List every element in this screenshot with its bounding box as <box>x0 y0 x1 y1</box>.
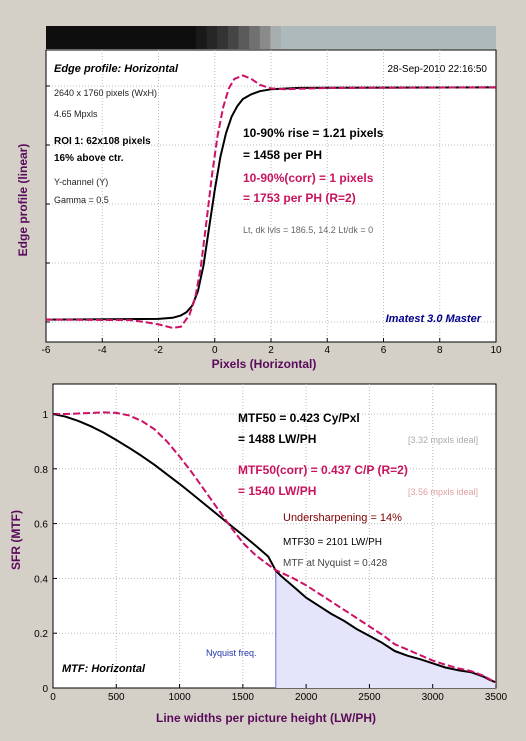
mtf-y-ticks: 0 0.2 0.4 0.6 0.8 1 <box>34 410 57 695</box>
mtf-x-ticks: 0 500 1000 1500 2000 2500 3000 3500 <box>50 684 508 703</box>
edge-title: Edge profile: Horizontal <box>54 63 179 75</box>
nyquist-label: Nyquist freq. <box>206 648 257 658</box>
edge-y-label: Edge profile (linear) <box>16 144 30 257</box>
strip-segment <box>259 26 271 49</box>
mtf-y-tick-label: 1 <box>42 410 48 421</box>
mtf50corr-line1: MTF50(corr) = 0.437 C/P (R=2) <box>238 463 408 477</box>
strip-segment <box>196 26 208 49</box>
edge-x-tick-label: 8 <box>437 345 443 356</box>
strip-segment <box>281 26 496 49</box>
strip-segment <box>249 26 261 49</box>
mtf-y-tick-label: 0.2 <box>34 629 48 640</box>
mtf-y-tick-label: 0.4 <box>34 574 48 585</box>
edge-grid <box>46 50 496 342</box>
mtf-y-tick-label: 0 <box>42 684 48 695</box>
edge-info-roi: ROI 1: 62x108 pixels <box>54 136 151 147</box>
edge-rise-line2: = 1458 per PH <box>243 148 322 162</box>
edge-levels: Lt, dk lvls = 186.5, 14.2 Lt/dk = 0 <box>243 225 373 235</box>
edge-timestamp: 28-Sep-2010 22:16:50 <box>387 64 487 75</box>
edge-x-tick-label: 6 <box>381 345 387 356</box>
mtf-nyquist-fill <box>275 570 496 688</box>
mtf-x-tick-label: 3500 <box>485 692 508 703</box>
mtf30-value: MTF30 = 2101 LW/PH <box>283 537 382 548</box>
mtf-x-tick-label: 500 <box>108 692 125 703</box>
strip-segment <box>217 26 229 49</box>
edge-x-tick-label: 10 <box>490 345 502 356</box>
edge-x-tick-label: -2 <box>154 345 163 356</box>
strip-segment <box>227 26 239 49</box>
edge-x-tick-label: 0 <box>212 345 218 356</box>
edge-info-gamma: Gamma = 0.5 <box>54 195 109 205</box>
mtf-x-tick-label: 1000 <box>168 692 191 703</box>
mtf-grid <box>53 384 496 688</box>
mtf50-line2: = 1488 LW/PH <box>238 432 316 446</box>
mtf50-ideal: [3.32 mpxls ideal] <box>408 435 478 445</box>
mtf-y-tick-label: 0.8 <box>34 465 48 476</box>
edge-info-resolution: 2640 x 1760 pixels (WxH) <box>54 88 157 98</box>
mtf50corr-line2: = 1540 LW/PH <box>238 484 316 498</box>
mtf-at-nyquist: MTF at Nyquist = 0.428 <box>283 558 388 569</box>
mtf-x-tick-label: 1500 <box>232 692 255 703</box>
edge-x-ticks: -6 -4 -2 0 2 4 6 8 10 <box>42 338 502 356</box>
edge-rise-line1: 10-90% rise = 1.21 pixels <box>243 126 384 140</box>
edge-corr-line1: 10-90%(corr) = 1 pixels <box>243 171 374 185</box>
edge-x-tick-label: -6 <box>42 345 51 356</box>
mtf-undersharpening: Undersharpening = 14% <box>283 512 402 524</box>
edge-profile-corr-line <box>46 74 496 329</box>
edge-corr-line2: = 1753 per PH (R=2) <box>243 191 356 205</box>
mtf-x-tick-label: 3000 <box>422 692 445 703</box>
edge-info-position: 16% above ctr. <box>54 153 124 164</box>
edge-x-tick-label: 2 <box>268 345 274 356</box>
edge-info-mpxls: 4.65 Mpxls <box>54 109 98 119</box>
mtf-title: MTF: Horizontal <box>62 663 146 675</box>
mtf-line <box>53 413 496 684</box>
imatest-brand: Imatest 3.0 Master <box>386 313 482 325</box>
edge-series <box>46 74 496 329</box>
mtf-x-tick-label: 0 <box>50 692 56 703</box>
edge-x-tick-label: 4 <box>324 345 330 356</box>
strip-segment <box>238 26 250 49</box>
edge-x-label: Pixels (Horizontal) <box>212 357 317 371</box>
mtf-plot-area <box>52 383 497 689</box>
nyquist-area <box>275 570 496 688</box>
edge-profile-line <box>46 86 496 321</box>
edge-gradient-strip <box>46 26 496 49</box>
mtf-x-label: Line widths per picture height (LW/PH) <box>156 711 376 725</box>
strip-segment <box>270 26 282 49</box>
mtf-y-tick-label: 0.6 <box>34 520 48 531</box>
mtf50-line1: MTF50 = 0.423 Cy/Pxl <box>238 411 360 425</box>
mtf50corr-ideal: [3.56 mpxls ideal] <box>408 487 478 497</box>
mtf-y-label: SFR (MTF) <box>9 510 23 570</box>
strip-segment <box>46 26 196 49</box>
mtf-series <box>53 411 496 684</box>
mtf-x-tick-label: 2500 <box>358 692 381 703</box>
edge-info-channel: Y-channel (Y) <box>54 177 108 187</box>
edge-x-tick-label: -4 <box>98 345 107 356</box>
mtf-x-tick-label: 2000 <box>295 692 318 703</box>
strip-segment <box>206 26 218 49</box>
mtf-corr-line <box>53 411 496 684</box>
